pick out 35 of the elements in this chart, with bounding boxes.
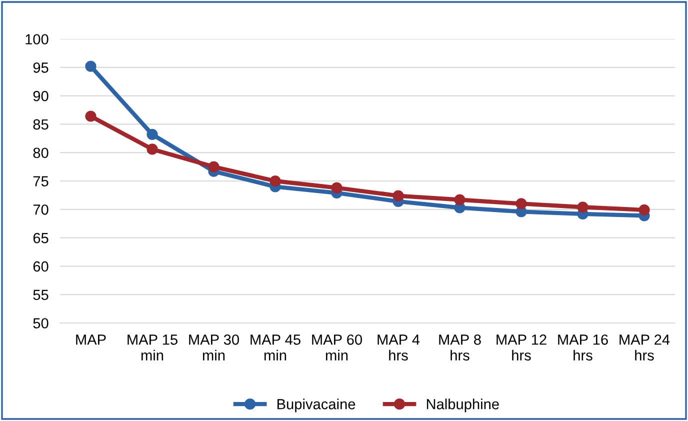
point <box>146 128 158 140</box>
x-tick-label: MAP 15 min <box>128 334 178 360</box>
x-tick-label: MAP 8 hrs <box>439 334 481 361</box>
legend-label: Bupivacaine <box>278 398 356 412</box>
y-tick-label: 95 <box>33 62 48 73</box>
point <box>454 194 466 206</box>
y-tick-label: 55 <box>33 290 48 300</box>
y-tick-label: 85 <box>33 119 48 130</box>
point <box>146 144 158 155</box>
point <box>208 161 220 172</box>
y-tick-label: 60 <box>33 261 48 272</box>
y-tick-label: 50 <box>33 318 48 328</box>
point <box>270 175 281 187</box>
point <box>331 182 342 194</box>
y-tick-label: 80 <box>33 148 48 158</box>
point <box>85 110 96 122</box>
point <box>516 198 527 210</box>
x-tick-label: MAP 16 hrs <box>558 334 608 361</box>
x-tick-label: MAP 45 min <box>250 334 300 360</box>
x-tick-label: MAP 12 hrs <box>496 334 546 361</box>
y-tick-label: 90 <box>33 90 48 102</box>
x-tick-label: MAP 4 hrs <box>378 334 420 361</box>
x-tick-label: MAP 60 min <box>312 334 362 360</box>
legend-label: Nalbuphine <box>426 398 499 412</box>
y-tick-label: 70 <box>33 204 48 215</box>
x-tick-label: MAP <box>76 334 106 345</box>
y-tick-label: 75 <box>33 176 48 186</box>
point <box>392 190 404 202</box>
x-tick-label: MAP 24 hrs <box>620 334 670 361</box>
y-tick-label: 65 <box>33 232 48 244</box>
point <box>85 60 96 72</box>
point <box>577 202 588 213</box>
x-tick-label: MAP 30 min <box>189 334 239 360</box>
y-tick-label: 100 <box>26 34 48 44</box>
point <box>638 204 650 216</box>
